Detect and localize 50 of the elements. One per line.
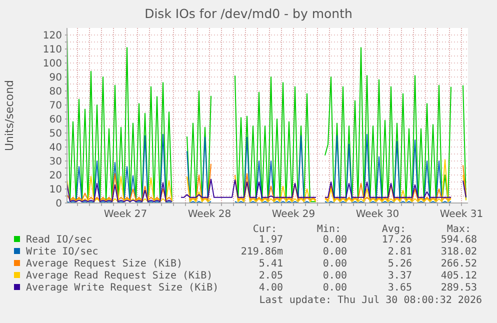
text: 405.12 <box>440 270 477 282</box>
text: 318.02 <box>440 246 477 258</box>
y-tick-label: 30 <box>49 156 62 168</box>
text: 594.68 <box>440 234 477 246</box>
y-tick-label: 100 <box>42 58 62 70</box>
text: 5.26 <box>388 258 412 270</box>
y-tick-label: 40 <box>49 142 62 154</box>
y-tick-label: 20 <box>49 170 62 182</box>
text: 289.53 <box>440 282 477 294</box>
y-tick-label: 50 <box>49 128 62 140</box>
x-tick-label: Week 29 <box>272 209 316 220</box>
text: 2.05 <box>258 270 283 282</box>
y-tick-label: 110 <box>42 44 62 56</box>
chart-title: Disk IOs for /dev/md0 - by month <box>144 6 352 21</box>
text: 266.52 <box>440 258 477 270</box>
legend-label: Write IO/sec <box>26 246 98 258</box>
text: 3.37 <box>388 270 412 282</box>
text: 1.97 <box>258 234 283 246</box>
y-tick-label: 80 <box>49 86 62 98</box>
y-tick-label: 120 <box>42 30 62 42</box>
text: 0.00 <box>322 258 347 270</box>
legend-label: Read IO/sec <box>26 234 92 246</box>
text: Cur: <box>252 224 277 235</box>
text: Min: <box>316 224 341 235</box>
text: 3.65 <box>388 282 412 294</box>
x-tick-label: Week 28 <box>188 209 232 220</box>
text: 0.00 <box>322 270 347 282</box>
legend-label: Average Write Request Size (KiB) <box>26 282 219 294</box>
text: 5.41 <box>258 258 283 270</box>
text: 219.86m <box>240 246 283 258</box>
legend-label: Average Read Request Size (KiB) <box>26 270 213 282</box>
text: 4.00 <box>258 282 283 294</box>
text: 0.00 <box>322 246 347 258</box>
y-tick-label: 10 <box>49 184 62 196</box>
text: 0.00 <box>322 282 347 294</box>
y-tick-label: 60 <box>49 114 62 126</box>
x-tick-label: Week 30 <box>356 209 400 220</box>
text: Avg: <box>382 224 406 235</box>
legend-label: Average Request Size (KiB) <box>26 258 183 270</box>
text: Max: <box>446 224 471 235</box>
x-tick-label: Week 27 <box>104 209 148 220</box>
y-tick-label: 90 <box>49 72 62 84</box>
y-tick-label: 0 <box>56 198 62 210</box>
text: Last update: Thu Jul 30 08:00:32 2026 <box>259 295 482 306</box>
y-axis-title: Units/second <box>3 80 16 152</box>
text: 2.81 <box>388 246 412 258</box>
y-tick-label: 70 <box>49 100 62 112</box>
text: 0.00 <box>322 234 347 246</box>
x-tick-label: Week 31 <box>440 209 484 220</box>
text: 17.26 <box>382 234 412 246</box>
